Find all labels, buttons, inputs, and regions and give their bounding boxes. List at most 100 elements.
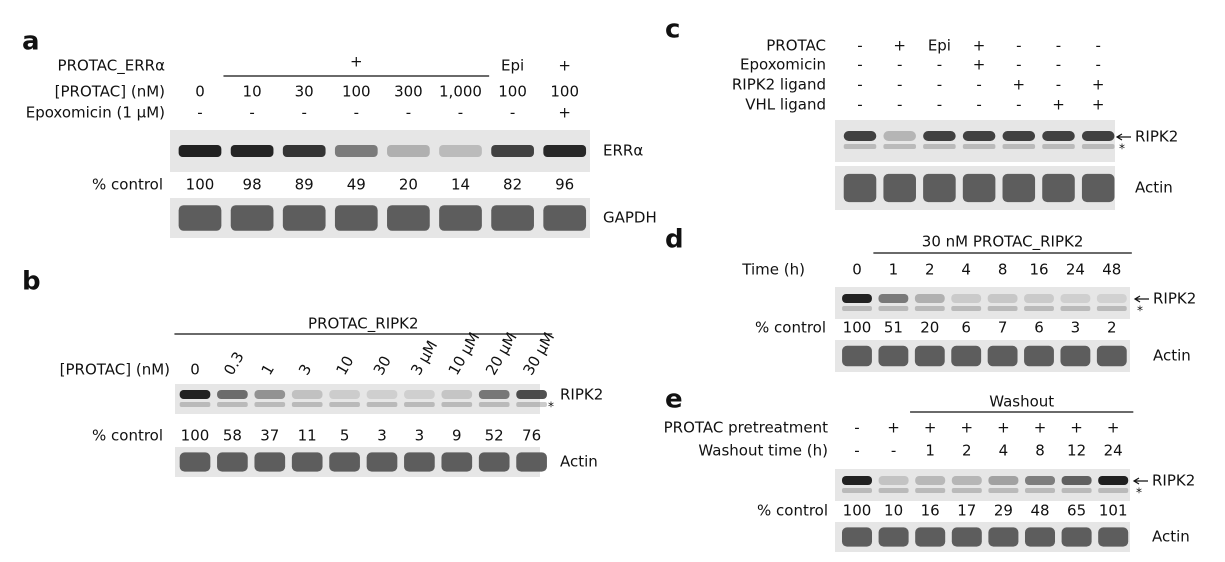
band — [1061, 527, 1092, 547]
cell: 8 — [1035, 442, 1045, 460]
percent-value: 98 — [243, 176, 262, 194]
band — [962, 131, 996, 141]
cell: 8 — [998, 261, 1008, 279]
cell: + — [1107, 419, 1120, 437]
band — [843, 173, 877, 203]
cell: + — [1013, 76, 1026, 94]
cell: - — [897, 56, 902, 74]
cell: 3 μM — [407, 337, 441, 378]
band — [366, 402, 398, 407]
band — [404, 452, 435, 472]
percent-value: 82 — [503, 176, 522, 194]
band — [329, 452, 360, 472]
band — [291, 402, 323, 407]
band — [217, 390, 248, 399]
band — [1024, 345, 1054, 367]
band — [878, 488, 909, 493]
arrow — [1115, 133, 1131, 141]
band — [1081, 131, 1115, 141]
percent-value: 58 — [223, 427, 242, 445]
percent-label: % control — [92, 427, 163, 445]
band — [1002, 131, 1036, 141]
band-marker: * — [1119, 142, 1125, 156]
band — [923, 144, 956, 149]
band — [1098, 488, 1129, 493]
band — [843, 131, 877, 141]
cell: - — [354, 104, 359, 122]
cell: 3 — [295, 361, 315, 378]
percent-value: 29 — [994, 502, 1013, 520]
cell: 2 — [925, 261, 935, 279]
band — [543, 205, 587, 231]
cell: Epi — [928, 37, 951, 55]
band — [962, 173, 996, 203]
cell: - — [857, 76, 862, 94]
band — [883, 131, 916, 141]
band-marker: * — [1136, 486, 1142, 500]
cell: + — [1092, 96, 1105, 114]
percent-value: 14 — [451, 176, 470, 194]
cell: - — [458, 104, 463, 122]
cell: - — [854, 419, 859, 437]
cell: 10 — [332, 353, 357, 379]
band — [962, 144, 996, 149]
percent-value: 3 — [1071, 319, 1081, 337]
blot-label: RIPK2 — [1153, 290, 1196, 308]
band — [329, 390, 360, 399]
percent-value: 10 — [884, 502, 903, 520]
band — [439, 145, 482, 157]
band — [282, 145, 326, 157]
band — [179, 390, 211, 399]
band — [842, 294, 872, 303]
cell: 10 — [243, 83, 262, 101]
percent-label: % control — [92, 176, 163, 194]
cell: + — [887, 419, 900, 437]
percent-value: 89 — [295, 176, 314, 194]
band — [441, 402, 473, 407]
row-label: VHL ligand — [745, 96, 826, 114]
row-label: Time (h) — [741, 261, 805, 279]
band — [217, 402, 248, 407]
cell: 12 — [1067, 442, 1086, 460]
band — [842, 306, 872, 311]
arrow — [1132, 477, 1148, 485]
cell: - — [249, 104, 254, 122]
cell: - — [406, 104, 411, 122]
band — [1061, 476, 1092, 485]
band — [291, 452, 323, 472]
row-label: PROTAC — [766, 37, 826, 55]
percent-value: 17 — [957, 502, 976, 520]
row-label: PROTAC pretreatment — [664, 419, 828, 437]
cell: + — [997, 419, 1010, 437]
panel-letter: a — [22, 27, 40, 57]
percent-value: 11 — [298, 427, 317, 445]
cell: 100 — [550, 83, 579, 101]
band — [878, 476, 909, 485]
cell: + — [1052, 96, 1065, 114]
percent-value: 3 — [377, 427, 387, 445]
percent-value: 7 — [998, 319, 1008, 337]
cell: - — [854, 442, 859, 460]
cell: 30 μM — [519, 329, 558, 378]
percent-value: 6 — [961, 319, 971, 337]
percent-value: 65 — [1067, 502, 1086, 520]
percent-value: 37 — [260, 427, 279, 445]
panel-header: 30 nM PROTAC_RIPK2 — [922, 233, 1084, 252]
band — [179, 452, 211, 472]
band — [987, 306, 1018, 311]
band — [230, 145, 274, 157]
percent-value: 20 — [399, 176, 418, 194]
band — [478, 452, 510, 472]
cell: 2 — [962, 442, 972, 460]
band — [988, 527, 1019, 547]
cell: - — [1016, 56, 1021, 74]
band — [404, 402, 435, 407]
band — [491, 205, 534, 231]
cell: - — [197, 104, 202, 122]
band — [441, 452, 473, 472]
cell: 300 — [394, 83, 423, 101]
percent-value: 51 — [884, 319, 903, 337]
band — [878, 306, 909, 311]
band — [842, 345, 872, 367]
